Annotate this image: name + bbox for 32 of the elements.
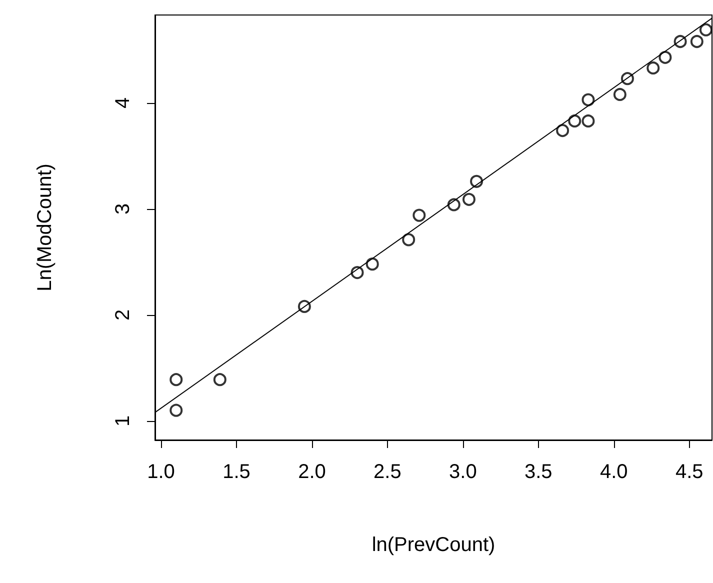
x-tick-label: 1.5 <box>222 461 250 483</box>
y-tick-label: 1 <box>112 415 134 426</box>
point <box>582 114 595 128</box>
x-tick-label: 4.5 <box>675 461 704 483</box>
x-tick-label: 1.0 <box>147 461 175 483</box>
point <box>213 373 226 386</box>
point <box>170 404 183 417</box>
point <box>582 93 595 106</box>
y-tick-label: 2 <box>112 309 134 320</box>
point <box>568 114 582 128</box>
y-tick-label: 4 <box>112 97 134 109</box>
point <box>690 35 704 48</box>
x-axis-title: ln(PrevCount) <box>372 534 496 556</box>
point <box>447 198 460 212</box>
point <box>699 23 712 36</box>
y-axis-title: Ln(ModCount) <box>34 164 56 292</box>
point <box>462 192 476 206</box>
point <box>658 50 672 64</box>
point <box>402 233 416 246</box>
x-tick-label: 4.0 <box>600 461 628 483</box>
point <box>613 88 626 101</box>
point <box>366 258 379 271</box>
x-tick-label: 2.0 <box>298 461 326 483</box>
point <box>350 266 364 280</box>
x-tick-label: 3.0 <box>449 461 477 483</box>
x-tick-label: 2.5 <box>374 461 402 483</box>
point <box>556 124 570 138</box>
point <box>170 373 183 386</box>
point <box>412 208 426 222</box>
point <box>646 61 660 74</box>
x-tick-label: 3.5 <box>524 461 552 483</box>
y-tick-label: 3 <box>112 203 134 215</box>
